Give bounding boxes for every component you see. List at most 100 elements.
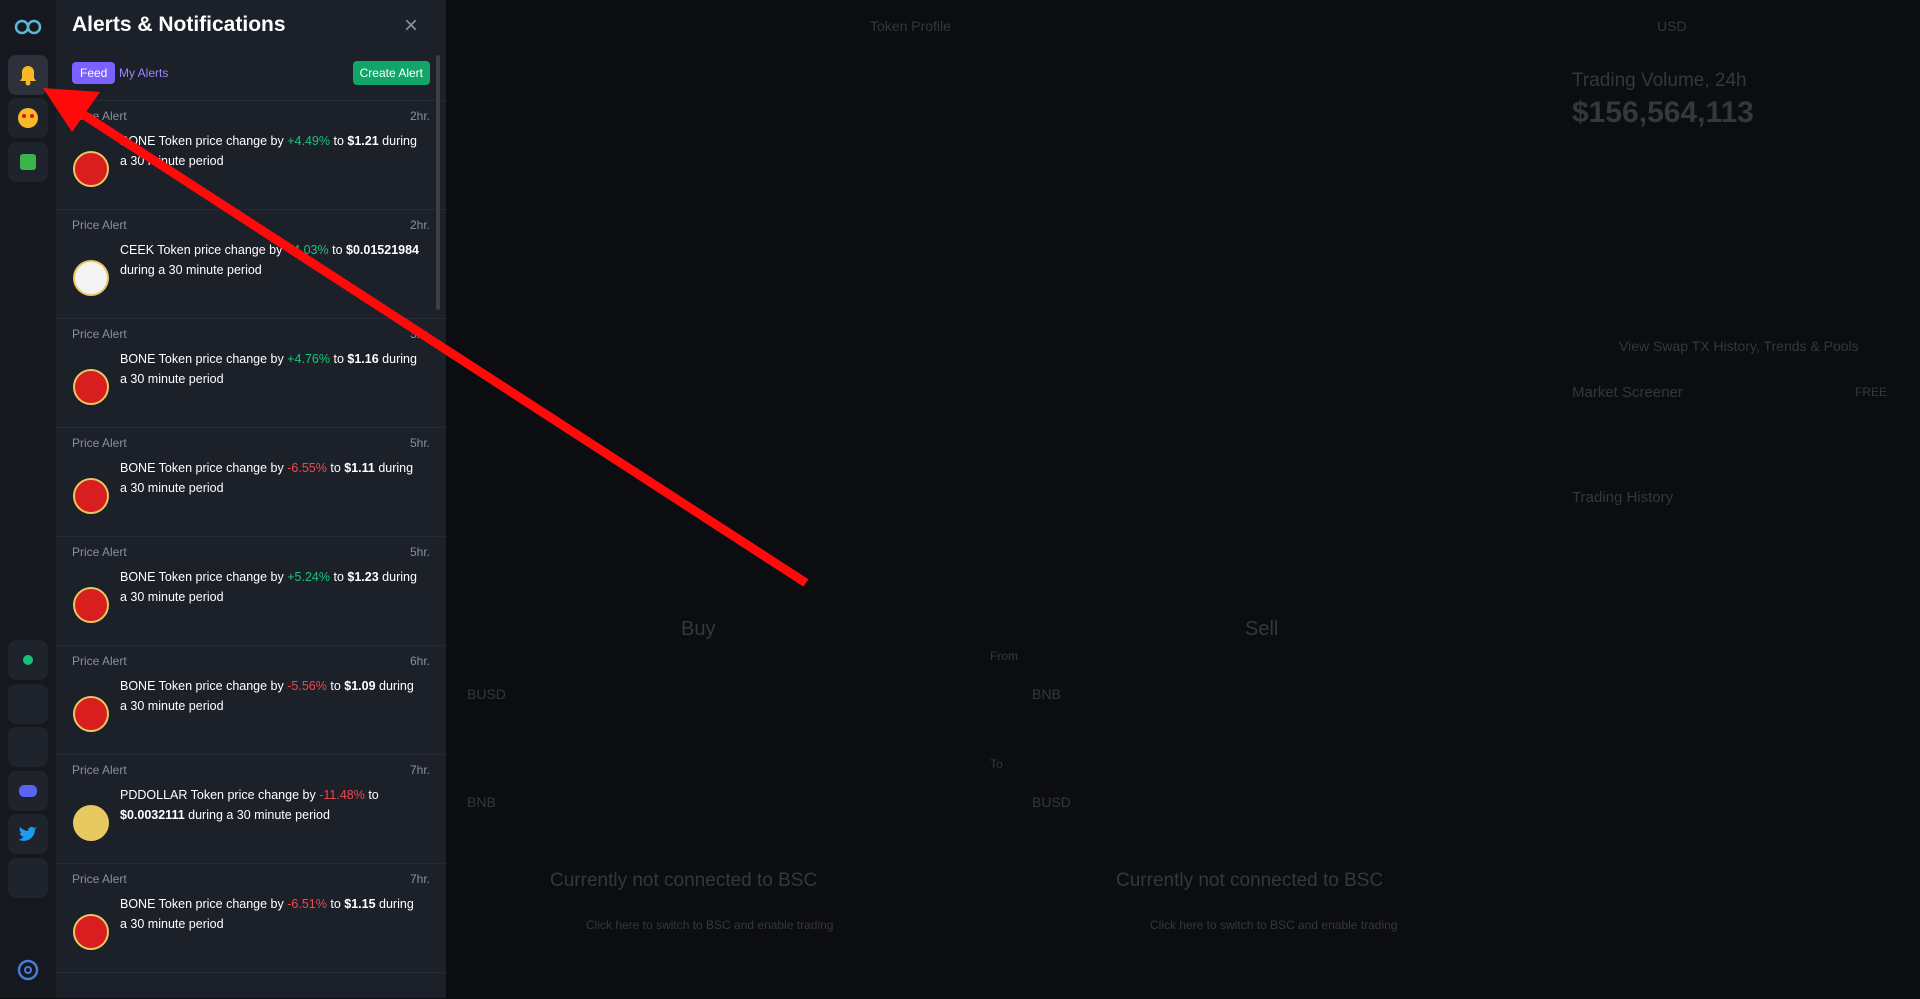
alert-to: to (330, 679, 341, 693)
token-profile: Token Profile (870, 18, 951, 34)
alerts-panel: Alerts & Notifications × Feed My Alerts … (56, 0, 446, 998)
alert-label: Price Alert (72, 872, 127, 886)
alert-change: -5.56% (287, 679, 327, 693)
alert-item[interactable]: Price Alert3hr.BONE Token price change b… (56, 319, 446, 428)
alert-change: +4.76% (287, 352, 330, 366)
buy-title: Buy (681, 618, 716, 640)
alert-item[interactable]: Price Alert 7hr. PDDOLLAR Token price chan… (56, 755, 446, 864)
alert-change: +4.49% (287, 134, 330, 148)
free-badge: FREE (1855, 385, 1888, 399)
alert-message: BONE Token price change by +4.76% to $1.… (120, 349, 420, 389)
alert-subject: BONE Token price change by (120, 570, 284, 584)
plugin-button[interactable] (8, 142, 48, 182)
alert-time: 5hr. (409, 436, 430, 450)
sell-title: Sell (1245, 618, 1279, 640)
token-icon (73, 914, 109, 950)
alert-item[interactable]: Price Alert 2hr. CEEK Token price change b… (56, 210, 446, 319)
alert-message: BONE Token price change by -5.56% to $1.… (120, 676, 420, 716)
alert-label: Price Alert (72, 327, 127, 341)
alert-price: $1.16 (347, 352, 379, 366)
token: BNB (1032, 686, 1061, 702)
game-button[interactable] (8, 858, 48, 898)
alert-label: Price Alert (72, 545, 127, 559)
alert-item[interactable]: Price Alert 5hr. BONE Token price change b… (56, 428, 446, 537)
token-icon (73, 369, 109, 405)
alert-item[interactable]: Price Alert 6hr. BONE Token price change b… (56, 646, 446, 755)
alert-message: BONE Token price change by -6.55% to $1.… (120, 458, 420, 498)
alert-to: to (330, 461, 341, 475)
switch-link: Click here to switch to BSC and enable t… (586, 918, 834, 932)
not-connected: Currently not connected to BSC (550, 870, 818, 891)
alert-period: during a 30 minute period (120, 263, 262, 277)
alert-item[interactable]: Price Alert 5hr. BONE Token price change b… (56, 537, 446, 646)
alert-price: $1.11 (344, 461, 375, 475)
close-button[interactable]: × (404, 12, 419, 39)
alert-time: 5hr. (409, 545, 430, 559)
volume-title: Trading Volume, 24h (1572, 70, 1747, 91)
alert-time: 2hr. (409, 218, 430, 232)
token-icon (73, 805, 109, 841)
alert-time: 7hr. (409, 872, 430, 886)
alert-item[interactable]: Price Alert 2hr. BONE Token price change b… (56, 101, 446, 210)
alert-period: during a 30 minute period (120, 461, 414, 495)
alert-time: 2hr. (409, 109, 430, 123)
alert-price: $1.23 (347, 570, 379, 584)
token: BUSD (1032, 794, 1071, 810)
alert-item[interactable]: Price Alert 7hr. BONE Token price change b… (56, 864, 446, 973)
currency: USD (1657, 18, 1687, 34)
alert-message: CEEK Token price change by +4.03% to $0.… (120, 240, 420, 280)
alert-subject: CEEK Token price change by (120, 243, 283, 257)
volume-value: $156,564,113 (1572, 96, 1754, 129)
alert-period: during a 30 minute period (120, 352, 417, 386)
alert-period: during a 30 minute period (120, 897, 414, 931)
alert-change: -11.48% (319, 788, 365, 802)
alert-change: +5.24% (287, 570, 330, 584)
alert-to: to (333, 570, 344, 584)
alert-subject: BONE Token price change by (120, 352, 284, 366)
alert-period: during a 30 minute period (120, 570, 417, 604)
token-icon (73, 696, 109, 732)
token-icon (73, 151, 109, 187)
alert-to: to (333, 134, 344, 148)
to-label: To (990, 757, 1003, 771)
alert-message: PDDOLLAR Token price change by -11.48% t… (120, 785, 420, 825)
swap-link: View Swap TX History, Trends & Pools (1619, 338, 1859, 354)
status-button[interactable] (8, 640, 48, 680)
logo[interactable] (8, 5, 48, 45)
switch-link: Click here to switch to BSC and enable t… (1150, 918, 1398, 932)
sidebar (0, 0, 56, 998)
token-icon (73, 478, 109, 514)
alert-price: $0.01521984 (346, 243, 420, 257)
token: BUSD (467, 686, 506, 702)
alert-list: Price Alert 2hr. BONE Token price change b… (56, 100, 446, 999)
panel-title: Alerts & Notifications (72, 13, 286, 36)
alert-price: $1.09 (344, 679, 376, 693)
alert-subject: PDDOLLAR Token price change by (120, 788, 316, 802)
trading-history: Trading History (1572, 489, 1674, 506)
discord-button[interactable] (8, 771, 48, 811)
twitter-button[interactable] (8, 814, 48, 854)
alert-label: Price Alert (72, 654, 127, 668)
settings-button[interactable] (8, 950, 48, 990)
emoji-button[interactable] (8, 98, 48, 138)
news-button[interactable] (8, 684, 48, 724)
screener: Market Screener (1572, 384, 1683, 401)
alerts-button[interactable] (8, 55, 48, 95)
alert-subject: BONE Token price change by (120, 897, 284, 911)
alert-subject: BONE Token price change by (120, 679, 284, 693)
alert-label: Price Alert (72, 218, 127, 232)
docs-button[interactable] (8, 727, 48, 767)
tab-feed[interactable]: Feed (72, 62, 116, 84)
alert-to: to (333, 352, 344, 366)
alert-message: BONE Token price change by +4.49% to $1.… (120, 131, 420, 171)
alert-change: -6.51% (287, 897, 327, 911)
alert-to: to (330, 897, 341, 911)
tab-my-alerts[interactable]: My Alerts (119, 66, 169, 80)
create-alert-button[interactable]: Create Alert (352, 61, 430, 85)
alert-subject: BONE Token price change by (120, 461, 284, 475)
alert-period: during a 30 minute period (188, 808, 330, 822)
alert-label: Price Alert (72, 763, 127, 777)
alert-price: $1.15 (344, 897, 376, 911)
